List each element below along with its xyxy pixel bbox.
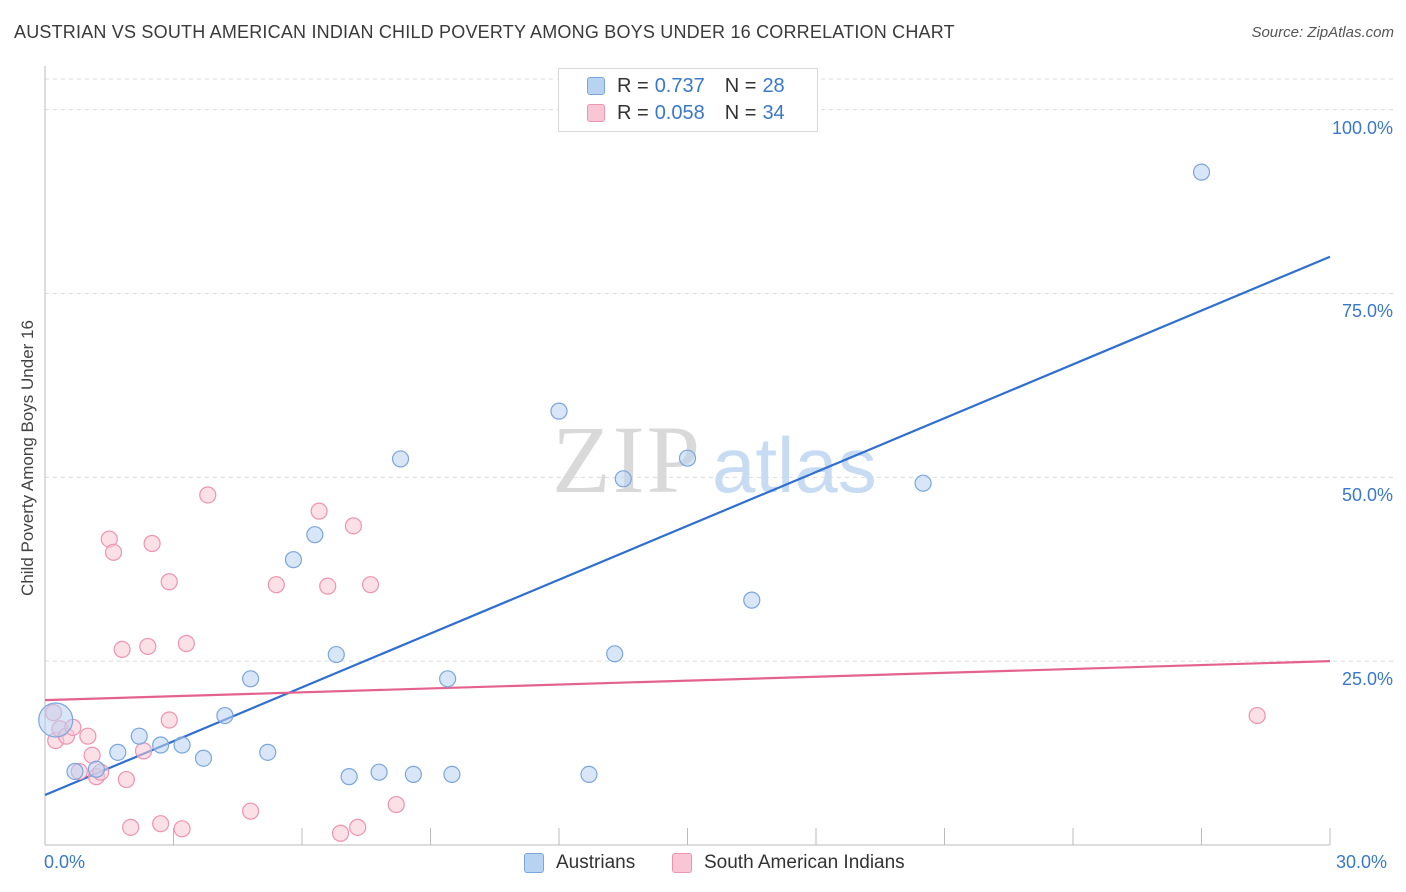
data-point-austrians bbox=[439, 670, 457, 688]
data-point-south-american-indians bbox=[152, 815, 170, 833]
data-point-austrians bbox=[242, 670, 260, 688]
legend-r-label: R = bbox=[617, 74, 649, 97]
data-point-austrians bbox=[306, 526, 324, 544]
data-point-austrians bbox=[194, 749, 213, 767]
data-point-south-american-indians bbox=[349, 818, 367, 836]
data-point-austrians bbox=[259, 743, 277, 761]
data-point-austrians bbox=[173, 736, 191, 754]
data-point-austrians bbox=[152, 736, 170, 754]
data-point-south-american-indians bbox=[173, 820, 191, 838]
data-point-south-american-indians bbox=[122, 818, 140, 836]
data-point-austrians bbox=[340, 768, 358, 786]
legend-r-value: 0.737 bbox=[654, 74, 705, 97]
y-tick-label: 75.0% bbox=[1341, 301, 1393, 322]
legend-label-south-american-indians: South American Indians bbox=[704, 852, 905, 873]
data-point-south-american-indians bbox=[139, 637, 157, 656]
legend-swatch-blue bbox=[587, 77, 605, 95]
x-tick-label-min: 0.0% bbox=[44, 852, 86, 872]
series-legend: Austrians South American Indians bbox=[0, 852, 1406, 878]
trend-line-austrians bbox=[44, 255, 1331, 797]
data-point-south-american-indians bbox=[319, 577, 337, 595]
data-points bbox=[38, 163, 1266, 842]
legend-label-austrians: Austrians bbox=[556, 852, 636, 873]
data-point-south-american-indians bbox=[387, 795, 405, 814]
data-point-south-american-indians bbox=[117, 770, 135, 789]
data-point-austrians bbox=[284, 551, 303, 569]
data-point-austrians bbox=[130, 727, 148, 745]
data-point-austrians bbox=[550, 402, 568, 420]
trend-line-south-american-indians bbox=[44, 660, 1331, 702]
data-point-south-american-indians bbox=[242, 802, 260, 820]
gridlines bbox=[45, 78, 1395, 662]
source-label: Source: ZipAtlas.com bbox=[1251, 24, 1394, 41]
legend-n-value: 34 bbox=[762, 101, 785, 124]
legend-row-south-american-indians: R = 0.058 N = 34 bbox=[587, 100, 805, 126]
data-point-austrians bbox=[404, 765, 422, 784]
data-point-austrians bbox=[580, 765, 598, 784]
data-point-south-american-indians bbox=[1248, 706, 1266, 725]
legend-n-value: 28 bbox=[762, 74, 785, 97]
axes bbox=[44, 66, 1331, 846]
legend-swatch-pink bbox=[672, 853, 692, 873]
data-point-austrians bbox=[914, 474, 932, 492]
legend-r-value: 0.058 bbox=[654, 101, 705, 124]
data-point-austrians bbox=[87, 760, 106, 778]
data-point-austrians bbox=[109, 743, 127, 761]
data-point-south-american-indians bbox=[267, 576, 285, 594]
legend-item-austrians: Austrians bbox=[524, 852, 635, 874]
watermark: ZIP atlas bbox=[552, 406, 877, 513]
data-point-austrians bbox=[38, 702, 74, 738]
legend-item-south-american-indians: South American Indians bbox=[672, 852, 905, 874]
data-point-south-american-indians bbox=[104, 543, 123, 561]
legend-n-label: N = bbox=[724, 101, 757, 124]
y-tick-label: 25.0% bbox=[1341, 669, 1393, 690]
legend-swatch-blue bbox=[524, 853, 544, 873]
data-point-south-american-indians bbox=[199, 486, 217, 504]
data-point-austrians bbox=[370, 763, 388, 781]
data-point-austrians bbox=[743, 591, 761, 609]
data-point-south-american-indians bbox=[344, 517, 362, 535]
y-tick-label: 50.0% bbox=[1341, 485, 1393, 506]
data-point-austrians bbox=[443, 765, 461, 784]
data-point-south-american-indians bbox=[113, 640, 131, 658]
data-point-austrians bbox=[327, 645, 345, 664]
y-tick-label: 100.0% bbox=[1331, 117, 1393, 138]
legend-swatch-pink bbox=[587, 104, 605, 122]
data-point-south-american-indians bbox=[361, 576, 380, 594]
data-point-austrians bbox=[678, 449, 697, 467]
data-point-austrians bbox=[391, 450, 410, 468]
data-point-austrians bbox=[614, 470, 632, 488]
legend-r-label: R = bbox=[617, 101, 649, 124]
data-point-south-american-indians bbox=[143, 534, 161, 553]
watermark-atlas: atlas bbox=[712, 421, 877, 509]
legend-row-austrians: R = 0.737 N = 28 bbox=[587, 73, 805, 99]
data-point-south-american-indians bbox=[331, 824, 350, 842]
data-point-south-american-indians bbox=[177, 634, 195, 653]
data-point-austrians bbox=[606, 645, 624, 663]
data-point-austrians bbox=[1192, 163, 1211, 181]
data-point-south-american-indians bbox=[134, 742, 153, 760]
data-point-austrians bbox=[216, 706, 234, 725]
trend-lines bbox=[44, 255, 1331, 797]
data-point-austrians bbox=[66, 762, 84, 781]
x-tick-label-max: 30.0% bbox=[1336, 852, 1388, 872]
data-point-south-american-indians bbox=[310, 502, 328, 520]
legend-n-label: N = bbox=[724, 74, 757, 97]
data-point-south-american-indians bbox=[160, 573, 178, 591]
stats-legend: R = 0.737 N = 28 R = 0.058 N = 34 bbox=[558, 68, 818, 132]
chart-title: AUSTRIAN VS SOUTH AMERICAN INDIAN CHILD … bbox=[14, 22, 955, 42]
data-point-south-american-indians bbox=[79, 727, 97, 745]
watermark-zip: ZIP bbox=[552, 406, 702, 513]
data-point-south-american-indians bbox=[160, 711, 178, 729]
